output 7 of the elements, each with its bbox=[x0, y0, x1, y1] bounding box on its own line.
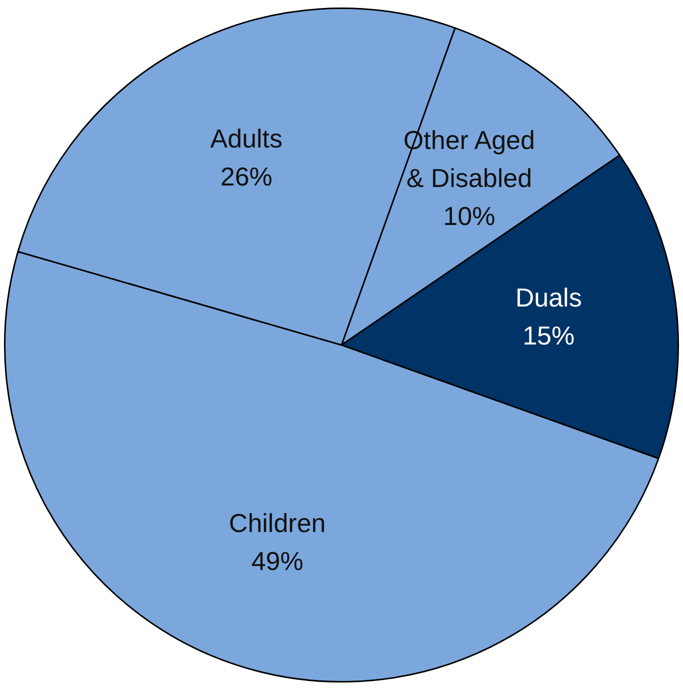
slice-label: Duals bbox=[515, 282, 582, 313]
data-label: 15% bbox=[522, 320, 575, 351]
data-label: 26% bbox=[220, 161, 272, 192]
data-label: 49% bbox=[251, 546, 304, 576]
data-label: 10% bbox=[443, 200, 496, 231]
slice-label: Adults bbox=[210, 123, 283, 154]
slice-label: Children bbox=[228, 508, 326, 538]
